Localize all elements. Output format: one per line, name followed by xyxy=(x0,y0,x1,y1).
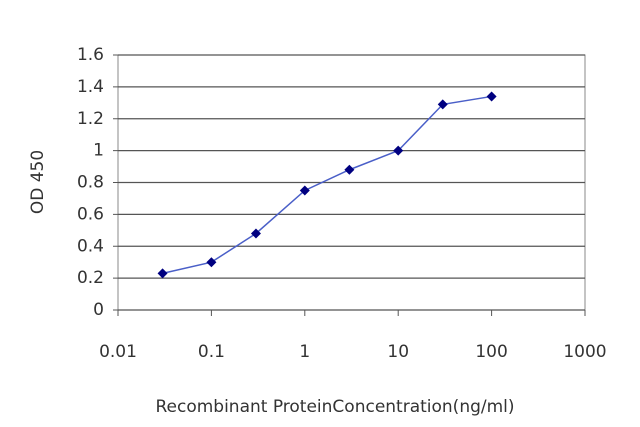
data-point xyxy=(393,145,404,156)
x-axis-label: Recombinant ProteinConcentration(ng/ml) xyxy=(155,397,514,417)
y-tick-label: 0 xyxy=(93,300,104,320)
series-line xyxy=(162,95,492,275)
y-tick-label: 1.6 xyxy=(77,45,104,65)
data-point xyxy=(250,228,261,239)
y-tick-label: 1.4 xyxy=(77,77,104,97)
data-point xyxy=(486,91,497,102)
x-tick-label: 100 xyxy=(475,342,507,362)
data-point xyxy=(206,257,217,268)
y-tick-label: 1.2 xyxy=(77,109,104,129)
x-tick-label: 1 xyxy=(299,342,310,362)
y-axis-label: OD 450 xyxy=(28,150,48,214)
data-point xyxy=(437,99,448,110)
y-tick-label: 1 xyxy=(93,141,104,161)
x-tick-label: 0.1 xyxy=(198,342,225,362)
data-point xyxy=(344,164,355,175)
x-tick-label: 10 xyxy=(387,342,409,362)
data-point xyxy=(299,185,310,196)
y-tick-label: 0.6 xyxy=(77,204,104,224)
y-tick-label: 0.8 xyxy=(77,173,104,193)
x-tick-label: 0.01 xyxy=(99,342,137,362)
y-tick-label: 0.4 xyxy=(77,236,104,256)
y-tick-label: 0.2 xyxy=(77,268,104,288)
x-tick-label: 1000 xyxy=(563,342,606,362)
data-point xyxy=(157,268,168,279)
